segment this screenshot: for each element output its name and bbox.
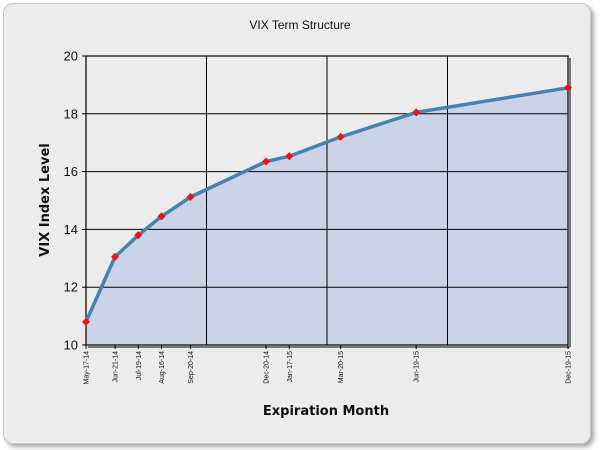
data-point-marker bbox=[111, 252, 120, 261]
y-tick-label: 14 bbox=[64, 222, 78, 237]
plot-frame bbox=[85, 55, 569, 346]
data-point-marker bbox=[262, 157, 271, 166]
y-tick-label: 16 bbox=[64, 164, 78, 179]
y-axis-label: VIX Index Level bbox=[38, 143, 53, 256]
x-tick-label: Jul-19-14 bbox=[136, 351, 143, 380]
data-point-marker bbox=[157, 212, 166, 221]
y-tick-label: 12 bbox=[64, 280, 78, 295]
x-tick-label: Dec-19-15 bbox=[566, 351, 573, 384]
x-tick-label: Jun-19-15 bbox=[414, 351, 421, 383]
y-tick-label: 20 bbox=[64, 49, 78, 64]
x-tick-label: May-17-14 bbox=[84, 351, 91, 385]
x-tick-label: Dec-20-14 bbox=[264, 351, 271, 384]
chart-title: VIX Term Structure bbox=[249, 18, 351, 32]
data-point-marker bbox=[285, 152, 294, 161]
y-tick-label: 10 bbox=[64, 338, 78, 353]
data-point-marker bbox=[134, 231, 143, 240]
x-tick-label: Jan-17-15 bbox=[287, 351, 294, 383]
x-tick-label: Mar-20-15 bbox=[338, 351, 345, 383]
data-point-marker bbox=[564, 83, 572, 92]
x-tick-label: Jun-21-14 bbox=[113, 351, 120, 383]
data-point-marker bbox=[82, 317, 90, 326]
x-tick-label: Sep-20-14 bbox=[188, 351, 195, 384]
data-point-marker bbox=[186, 193, 195, 202]
x-tick-label: Aug-16-14 bbox=[159, 351, 166, 384]
y-tick-label: 18 bbox=[64, 106, 78, 121]
series-line bbox=[84, 86, 569, 323]
x-axis-label: Expiration Month bbox=[263, 404, 389, 419]
data-point-marker bbox=[412, 108, 421, 117]
data-point-marker bbox=[336, 132, 345, 141]
